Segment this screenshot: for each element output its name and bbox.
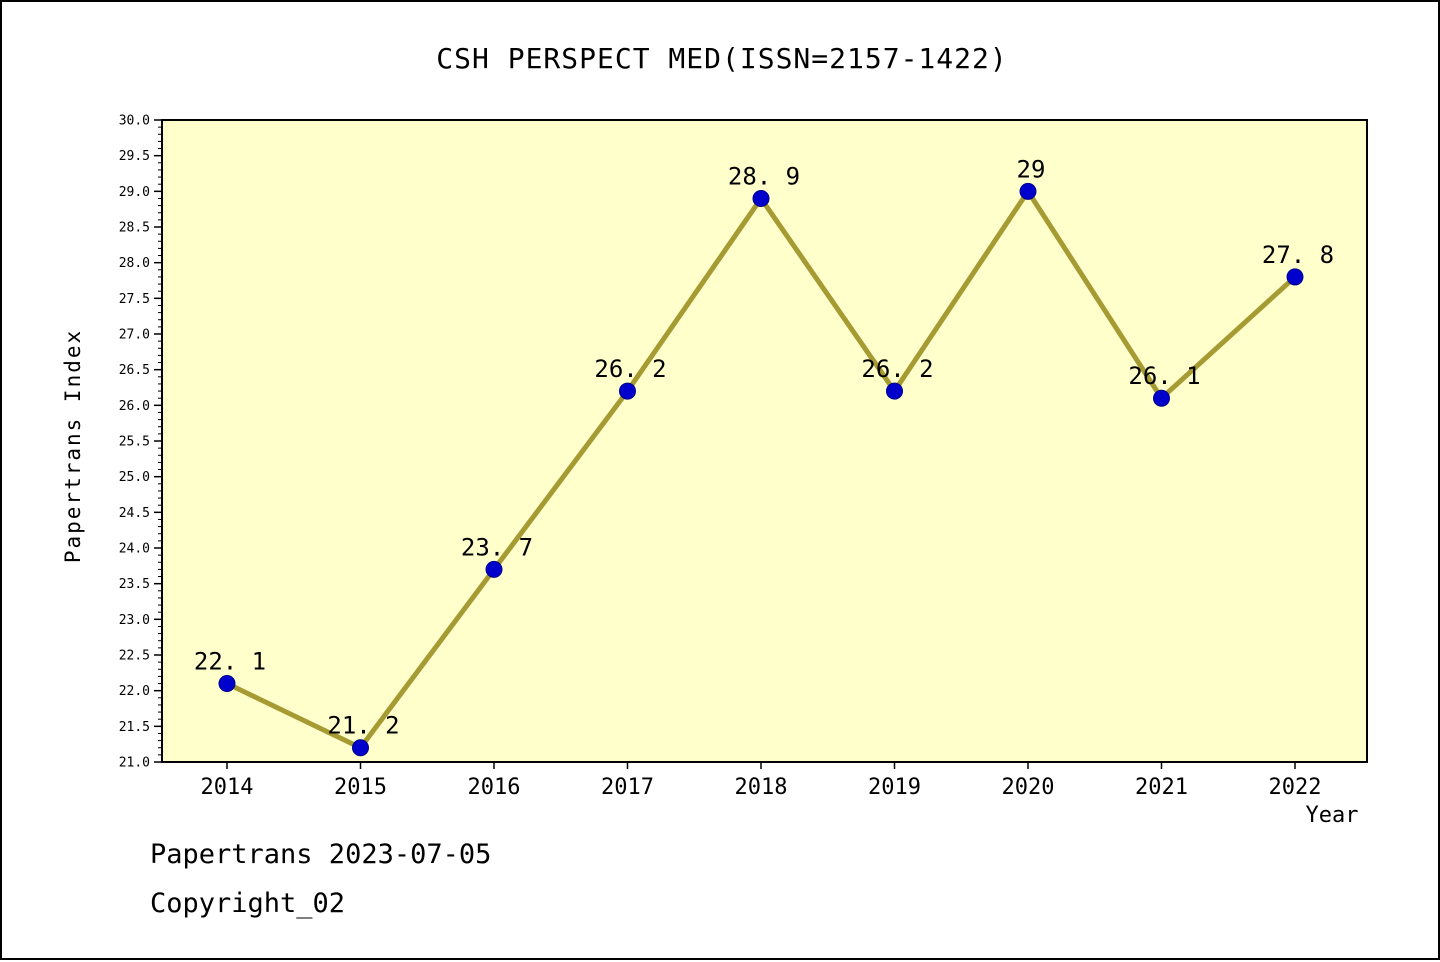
- x-tick-label: 2017: [601, 775, 654, 800]
- y-tick-label: 25.5: [119, 435, 150, 450]
- y-tick-label: 25.0: [119, 470, 150, 485]
- footer-copyright: Copyright_02: [150, 888, 346, 919]
- data-point-label: 22. 1: [194, 648, 266, 676]
- y-tick-label: 21.0: [119, 756, 150, 771]
- y-tick-label: 27.0: [119, 328, 150, 343]
- y-tick-label: 28.0: [119, 256, 150, 271]
- x-tick-label: 2018: [735, 775, 788, 800]
- plot-area: [161, 119, 1368, 763]
- data-point-label: 26. 1: [1128, 362, 1200, 390]
- y-tick-label: 23.0: [119, 613, 150, 628]
- x-tick-label: 2022: [1269, 775, 1322, 800]
- x-axis-title: Year: [1306, 803, 1359, 828]
- x-tick-label: 2016: [468, 775, 521, 800]
- y-tick-label: 23.5: [119, 577, 150, 592]
- y-tick-label: 27.5: [119, 292, 150, 307]
- data-point: [485, 560, 503, 578]
- y-tick-label: 29.5: [119, 149, 150, 164]
- data-point: [1153, 389, 1170, 407]
- y-tick-label: 22.0: [119, 684, 150, 699]
- data-point: [218, 675, 236, 693]
- y-tick-label: 21.5: [119, 720, 150, 735]
- data-point: [1019, 182, 1037, 200]
- data-point-label: 27. 8: [1262, 241, 1334, 269]
- data-point-label: 21. 2: [327, 712, 399, 740]
- data-point-label: 29: [1017, 155, 1046, 183]
- data-point: [352, 739, 369, 757]
- y-tick-label: 26.5: [119, 363, 150, 378]
- y-tick-label: 29.0: [119, 185, 150, 200]
- data-point-label: 23. 7: [461, 533, 533, 561]
- data-point-label: 28. 9: [728, 162, 800, 190]
- data-point: [1286, 268, 1304, 286]
- data-point-label: 26. 2: [861, 355, 933, 383]
- y-tick-label: 22.5: [119, 649, 150, 664]
- x-tick-label: 2020: [1002, 775, 1055, 800]
- data-point: [619, 382, 636, 400]
- y-tick-label: 24.5: [119, 506, 150, 521]
- y-tick-label: 26.0: [119, 399, 150, 414]
- y-tick-label: 30.0: [119, 114, 150, 129]
- footer-source-date: Papertrans 2023-07-05: [150, 839, 492, 870]
- x-tick-label: 2019: [868, 775, 921, 800]
- chart-title: CSH PERSPECT MED(ISSN=2157-1422): [436, 42, 1008, 75]
- data-point-label: 26. 2: [594, 355, 666, 383]
- x-tick-label: 2014: [201, 775, 254, 800]
- data-point: [752, 189, 770, 207]
- y-tick-label: 24.0: [119, 542, 150, 557]
- x-tick-label: 2015: [334, 775, 387, 800]
- y-axis-title: Papertrans Index: [61, 329, 85, 563]
- y-tick-label: 28.5: [119, 221, 150, 236]
- data-point: [886, 382, 903, 400]
- x-tick-label: 2021: [1135, 775, 1188, 800]
